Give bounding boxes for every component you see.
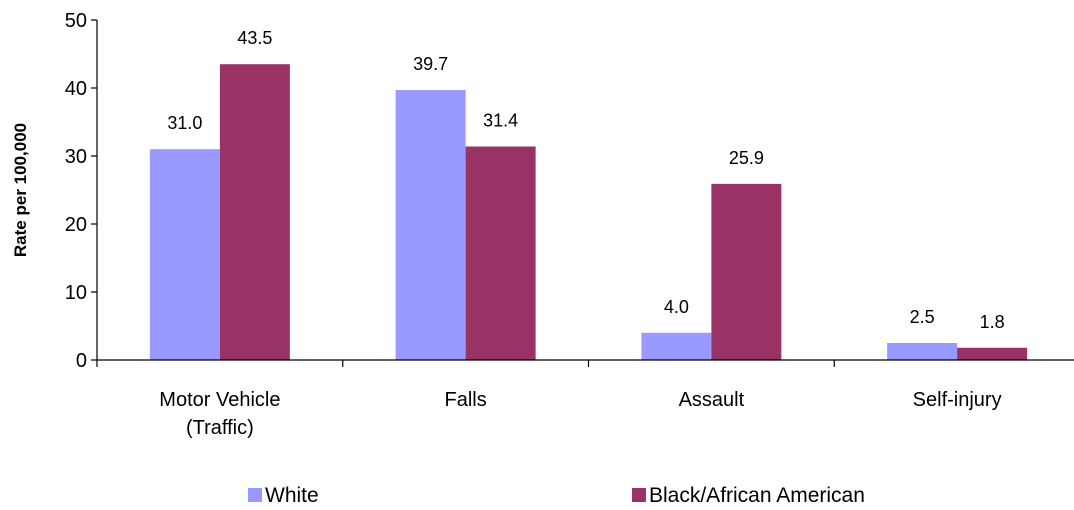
y-tick-label: 40 [65, 78, 87, 100]
bar-black-african-american [711, 183, 782, 360]
data-label: 43.5 [237, 28, 272, 48]
legend: White Black/African American [248, 484, 865, 507]
category-label: Assault [679, 389, 745, 411]
data-label: 2.5 [910, 307, 935, 327]
data-label: 39.7 [413, 54, 448, 74]
bars: 31.0 43.5 39.7 31.4 4.0 25.9 2.5 1.8 [149, 28, 1028, 360]
category-label: Motor Vehicle [159, 389, 280, 411]
legend-label: Black/African American [649, 484, 865, 507]
y-axis: 0 10 20 30 40 50 [65, 10, 98, 372]
bar-black-african-american [465, 146, 536, 360]
y-tick-label: 10 [65, 282, 87, 304]
bar-white [887, 343, 958, 360]
category-label: (Traffic) [186, 417, 254, 439]
data-label: 1.8 [980, 312, 1005, 332]
y-tick-label: 30 [65, 146, 87, 168]
category-label: Self-injury [913, 389, 1002, 411]
y-tick-label: 0 [76, 350, 87, 372]
data-label: 4.0 [664, 297, 689, 317]
data-label: 25.9 [729, 148, 764, 168]
bar-white [641, 332, 712, 360]
legend-swatch [632, 488, 646, 502]
data-label: 31.0 [167, 113, 202, 133]
y-tick-label: 50 [65, 10, 87, 32]
bar-white [149, 149, 220, 360]
y-tick-label: 20 [65, 214, 87, 236]
data-label: 31.4 [483, 110, 518, 130]
bar-black-african-american [219, 64, 290, 360]
y-axis-title: Rate per 100,000 [11, 123, 30, 257]
category-label: Falls [445, 389, 487, 411]
bar-black-african-american [957, 347, 1028, 360]
legend-swatch [248, 488, 262, 502]
x-axis: Motor Vehicle (Traffic) Falls Assault Self-i… [96, 359, 1074, 439]
legend-label: White [265, 484, 319, 507]
bar-white [395, 90, 466, 360]
